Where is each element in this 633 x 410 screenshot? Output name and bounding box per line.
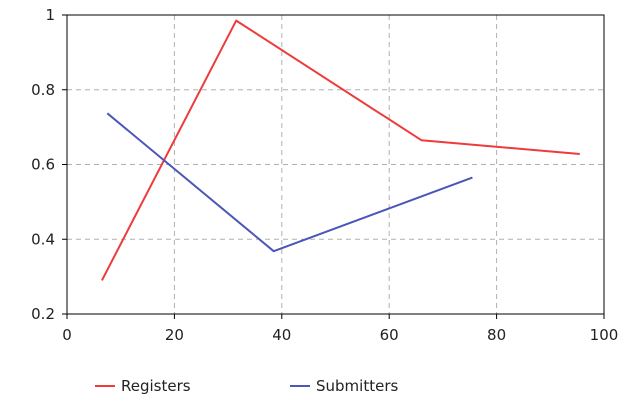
y-tick-label: 0.8 [31,81,55,99]
x-tick-label: 80 [487,326,506,344]
x-tick-label: 100 [590,326,619,344]
legend: Registers Submitters [95,377,398,395]
x-tick-label: 40 [272,326,291,344]
y-tick-label: 1 [45,6,55,24]
plot-background [67,15,604,314]
x-tick-label: 20 [165,326,184,344]
series-line-registers [101,19,580,281]
legend-label-registers: Registers [121,377,191,395]
y-tick-label: 0.4 [31,230,55,248]
x-tick-label: 0 [62,326,72,344]
y-tick-label: 0.2 [31,305,55,323]
legend-label-submitters: Submitters [316,377,398,395]
series-lines [101,19,580,281]
y-tick-label: 0.6 [31,156,55,174]
axis-ticks: 0 20 40 60 80 100 0.2 0.4 0.6 0.8 1 [31,6,618,344]
series-line-submitters [106,112,473,253]
grid-lines [67,15,604,314]
x-tick-label: 60 [380,326,399,344]
